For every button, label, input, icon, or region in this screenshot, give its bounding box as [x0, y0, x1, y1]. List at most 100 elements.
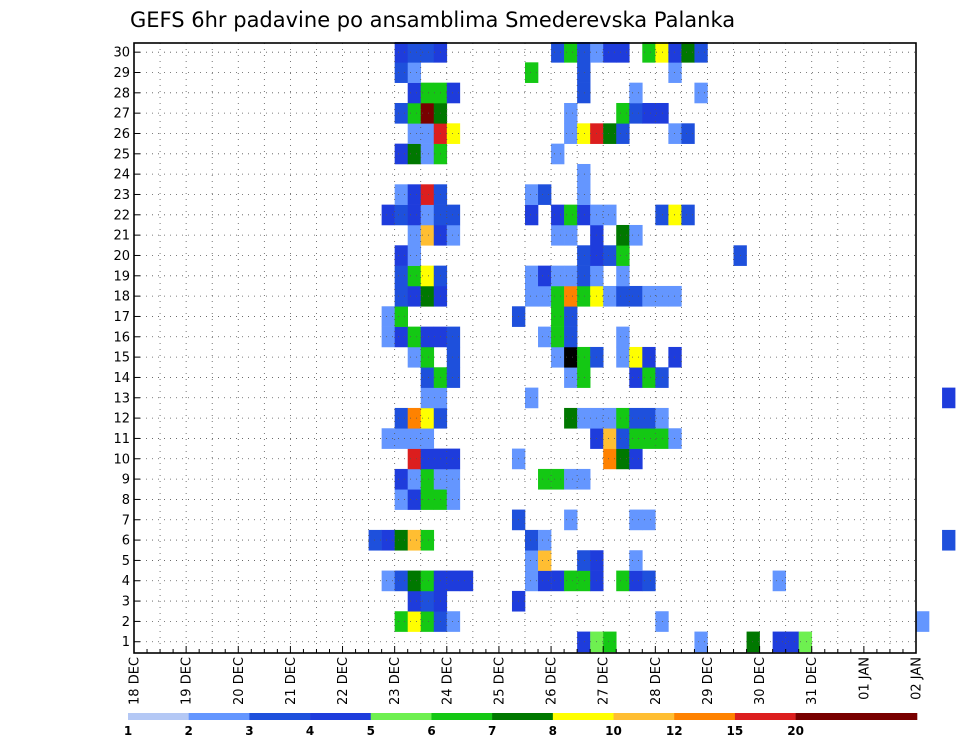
heatmap-cell — [407, 123, 422, 144]
heatmap-cell — [525, 204, 539, 226]
heatmap-cell — [577, 163, 591, 185]
heatmap-cell — [407, 407, 422, 429]
y-tick-label: 6 — [122, 534, 130, 549]
colorbar-swatch — [795, 713, 857, 720]
colorbar-label: 20 — [787, 724, 804, 738]
heatmap-cell — [420, 529, 435, 551]
heatmap-cell — [446, 570, 461, 592]
colorbar-swatch — [249, 713, 311, 720]
plot-frame — [133, 42, 917, 654]
heatmap-cell — [407, 468, 422, 490]
colorbar-swatch — [613, 713, 675, 720]
y-tick-label: 22 — [113, 208, 130, 223]
x-tick-label: 20 DEC — [232, 657, 247, 705]
heatmap-cell — [446, 489, 461, 510]
heatmap-cell — [577, 184, 591, 205]
heatmap-cell — [394, 265, 408, 287]
heatmap-cell — [407, 82, 422, 104]
x-tick-label: 18 DEC — [128, 657, 143, 705]
heatmap-cell — [564, 326, 578, 348]
y-tick-label: 13 — [113, 391, 130, 406]
heatmap-cell — [616, 570, 630, 592]
x-tick-label: 27 DEC — [597, 657, 612, 705]
heatmap-cell — [551, 346, 565, 368]
heatmap-cell — [420, 367, 435, 388]
heatmap-cell — [616, 265, 630, 287]
heatmap-cell — [629, 82, 643, 104]
heatmap-cell — [616, 448, 630, 470]
y-tick-label: 10 — [113, 452, 130, 467]
heatmap-cell — [564, 265, 578, 287]
heatmap-cell — [616, 407, 630, 429]
heatmap-cell — [538, 265, 552, 287]
heatmap-cell — [668, 346, 682, 368]
heatmap-cell — [551, 285, 565, 307]
heatmap-cell — [420, 590, 435, 612]
heatmap-cell — [616, 285, 630, 307]
heatmap-cell — [538, 285, 552, 307]
heatmap-cell — [564, 42, 578, 63]
y-tick-label: 26 — [113, 127, 130, 142]
heatmap-cell — [551, 42, 565, 63]
heatmap-cell — [642, 367, 656, 388]
heatmap-cell — [629, 285, 643, 307]
heatmap-cell — [420, 387, 435, 409]
heatmap-cell — [381, 529, 395, 551]
heatmap-cell — [681, 42, 695, 63]
heatmap-cell — [407, 62, 422, 83]
heatmap-cell — [681, 123, 695, 144]
heatmap-cell — [551, 326, 565, 348]
heatmap-cell — [407, 428, 422, 449]
heatmap-cell — [668, 285, 682, 307]
heatmap-cell — [407, 42, 422, 63]
heatmap-cell — [394, 407, 408, 429]
heatmap-cell — [577, 367, 591, 388]
heatmap-cell — [655, 285, 669, 307]
heatmap-cell — [564, 468, 578, 490]
heatmap-cell — [616, 102, 630, 124]
heatmap-cell — [772, 631, 786, 653]
heatmap-cell — [577, 285, 591, 307]
heatmap-cell — [577, 346, 591, 368]
heatmap-cell — [394, 489, 408, 510]
heatmap-cell — [642, 428, 656, 449]
chart-title: GEFS 6hr padavine po ansamblima Smederev… — [130, 8, 735, 32]
y-tick-label: 20 — [113, 249, 130, 264]
heatmap-cell — [394, 529, 408, 551]
heatmap-cell — [446, 448, 461, 470]
x-tick-label: 19 DEC — [180, 657, 195, 705]
colorbar-swatch — [492, 713, 554, 720]
heatmap-cell — [407, 224, 422, 246]
heatmap-cell — [381, 326, 395, 348]
y-tick-label: 17 — [113, 310, 130, 325]
heatmap-cell — [564, 306, 578, 327]
heatmap-cell — [381, 306, 395, 327]
colorbar-label: 8 — [549, 724, 557, 738]
heatmap-cell — [564, 224, 578, 246]
heatmap-cell — [407, 489, 422, 510]
heatmap-cell — [694, 42, 708, 63]
y-tick-label: 12 — [113, 412, 130, 427]
heatmap-cell — [525, 285, 539, 307]
heatmap-cell — [368, 529, 382, 551]
colorbar-label: 6 — [427, 724, 435, 738]
heatmap-cell — [551, 143, 565, 165]
colorbar-label: 4 — [306, 724, 314, 738]
heatmap-cell — [538, 550, 552, 571]
heatmap-cell — [381, 204, 395, 226]
heatmap-cell — [394, 143, 408, 165]
colorbar-swatch — [431, 713, 493, 720]
heatmap-cell — [603, 245, 617, 266]
heatmap-cell — [694, 82, 708, 104]
heatmap-cell — [394, 468, 408, 490]
heatmap-cell — [681, 204, 695, 226]
heatmap-cell — [420, 204, 435, 226]
colorbar-swatch — [370, 713, 432, 720]
x-tick-label: 21 DEC — [284, 657, 299, 705]
y-tick-label: 29 — [113, 66, 130, 81]
heatmap-cell — [394, 570, 408, 592]
colorbar-swatch — [128, 713, 189, 720]
heatmap-cell — [420, 123, 435, 144]
heatmap-cell — [577, 468, 591, 490]
heatmap-cell — [785, 631, 799, 653]
